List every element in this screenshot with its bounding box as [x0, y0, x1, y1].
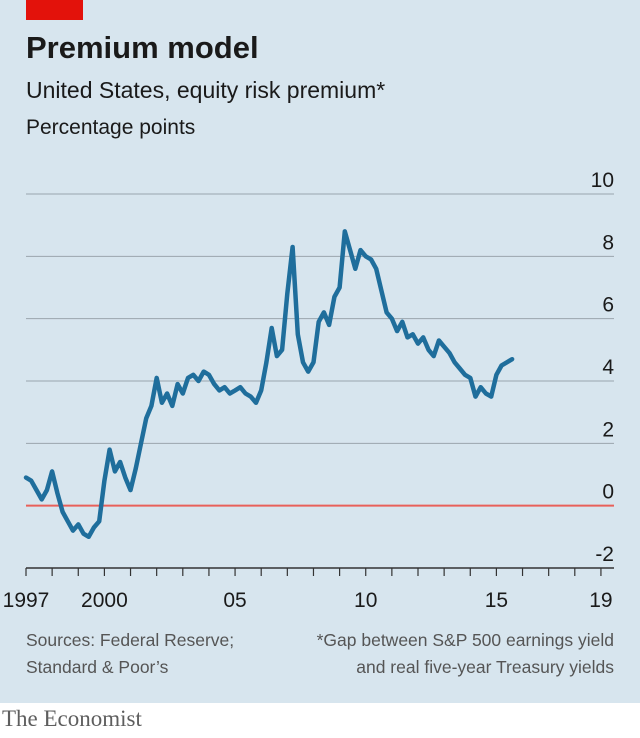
- source-line-1: Sources: Federal Reserve;: [26, 630, 235, 650]
- y-tick-label: 4: [602, 356, 614, 379]
- footnote-line-2: and real five-year Treasury yields: [356, 657, 614, 677]
- footnote-line-1: *Gap between S&P 500 earnings yield: [316, 630, 614, 650]
- x-tick-label: 19: [589, 589, 612, 612]
- y-tick-label: 10: [591, 169, 614, 192]
- x-tick-label: 10: [354, 589, 377, 612]
- unit-label: Percentage points: [26, 116, 196, 139]
- line-chart: -2 0 2 4 6 8 10 1997 2000 05 10 15 19: [3, 169, 615, 612]
- chart-subtitle: United States, equity risk premium*: [26, 77, 386, 103]
- source-line-2: Standard & Poor’s: [26, 657, 169, 677]
- publisher-brand: The Economist: [2, 706, 142, 731]
- y-tick-label: 0: [602, 481, 614, 504]
- y-tick-label: 6: [602, 294, 614, 317]
- y-tick-label: -2: [595, 543, 614, 566]
- chart-title: Premium model: [26, 30, 259, 65]
- y-tick-label: 8: [602, 231, 614, 254]
- brand-tag: [26, 0, 83, 20]
- x-tick-label: 05: [223, 589, 246, 612]
- series-line: [23, 229, 515, 540]
- x-tick-label: 1997: [3, 589, 50, 612]
- x-tick-label: 15: [485, 589, 508, 612]
- source-note: Sources: Federal Reserve; Standard & Poo…: [26, 627, 234, 681]
- x-tick-label: 2000: [81, 589, 128, 612]
- footnote: *Gap between S&P 500 earnings yield and …: [317, 627, 614, 681]
- y-tick-label: 2: [602, 418, 614, 441]
- chart-panel: [0, 0, 640, 703]
